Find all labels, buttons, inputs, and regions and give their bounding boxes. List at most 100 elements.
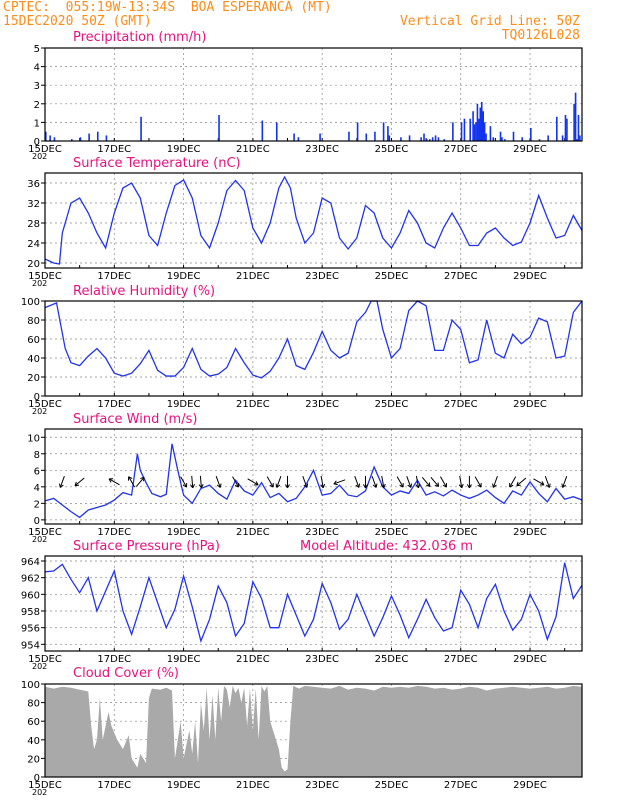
wind-arrow bbox=[247, 478, 259, 486]
precip-bar bbox=[105, 135, 108, 141]
y-tick-label: 960 bbox=[21, 590, 40, 601]
precip-bar bbox=[365, 133, 368, 141]
precip-bar bbox=[564, 114, 567, 141]
precip-bar bbox=[319, 133, 321, 141]
y-tick-label: 6 bbox=[34, 466, 40, 477]
y-tick-label: 0 bbox=[34, 137, 40, 148]
panel-title: Surface Temperature (nC) bbox=[73, 156, 241, 171]
wind-arrow-shaft bbox=[354, 476, 360, 488]
precip-bar bbox=[460, 122, 463, 141]
precip-bar bbox=[374, 131, 376, 141]
year-stub: 202 bbox=[32, 152, 47, 161]
wind-arrow-shaft bbox=[430, 476, 439, 487]
wind-arrow bbox=[215, 476, 222, 488]
wind-arrow-head bbox=[285, 484, 288, 489]
precip-bar bbox=[574, 92, 577, 141]
wind-arrow bbox=[59, 476, 65, 488]
y-tick-label: 10 bbox=[27, 433, 40, 444]
precip-bar bbox=[492, 137, 495, 141]
wind-arrow-shaft bbox=[199, 475, 202, 488]
panel-frame bbox=[44, 300, 583, 397]
y-tick-label: 100 bbox=[21, 297, 40, 308]
x-tick-label: 27DEC bbox=[444, 399, 478, 410]
wind-arrow-head bbox=[442, 484, 447, 488]
wind-arrow-head bbox=[380, 484, 385, 489]
y-tick-label: 0 bbox=[34, 773, 40, 784]
wind-arrow bbox=[533, 478, 545, 486]
wind-arrow-shaft bbox=[191, 475, 194, 488]
wind-arrow-shaft bbox=[320, 475, 324, 488]
wind-arrow-shaft bbox=[266, 476, 274, 488]
wind-arrow-head bbox=[362, 484, 366, 489]
wind-arrow-head bbox=[545, 484, 550, 488]
precip-bar bbox=[566, 118, 568, 141]
wind-arrow-head bbox=[372, 484, 377, 488]
precip-bar bbox=[452, 122, 454, 141]
wind-arrow-head bbox=[415, 484, 419, 489]
x-tick-label: 25DEC bbox=[375, 527, 409, 538]
precip-bar bbox=[96, 131, 99, 141]
wind-arrow-shaft bbox=[474, 476, 482, 488]
wind-arrow bbox=[232, 476, 240, 488]
y-tick-label: 100 bbox=[21, 680, 40, 691]
x-tick-label: 17DEC bbox=[97, 527, 131, 538]
x-tick-label: 27DEC bbox=[444, 271, 478, 282]
y-tick-label: 5 bbox=[34, 44, 40, 55]
wind-arrow-head bbox=[128, 476, 133, 480]
precip-bar bbox=[499, 131, 502, 141]
wind-arrow bbox=[509, 476, 517, 488]
wind-arrow bbox=[561, 476, 568, 488]
wind-arrow-head bbox=[548, 483, 551, 488]
y-tick-label: 964 bbox=[21, 557, 40, 568]
x-tick-label: 15DEC bbox=[28, 780, 62, 791]
wind-arrow bbox=[74, 477, 85, 487]
cloud-cover-area bbox=[45, 685, 582, 777]
wind-arrow bbox=[362, 475, 368, 489]
year-stub: 202 bbox=[32, 279, 47, 288]
x-tick-label: 23DEC bbox=[305, 654, 339, 665]
y-tick-label: 958 bbox=[21, 607, 40, 618]
wind-arrow-shaft bbox=[302, 476, 308, 488]
wind-arrow-shaft bbox=[215, 476, 221, 488]
x-tick-label: 15DEC bbox=[28, 654, 62, 665]
x-tick-label: 29DEC bbox=[513, 527, 547, 538]
x-tick-label: 21DEC bbox=[236, 780, 270, 791]
x-tick-label: 27DEC bbox=[444, 144, 478, 155]
y-tick-label: 20 bbox=[27, 754, 40, 765]
x-tick-label: 19DEC bbox=[167, 144, 201, 155]
wind-arrow bbox=[380, 475, 386, 489]
y-tick-label: 60 bbox=[27, 335, 40, 346]
wind-arrow-head bbox=[333, 483, 338, 486]
panel-6: Cloud Cover (%) 0 20 40 60 80 100 15DEC 17DEC 19D… bbox=[21, 666, 583, 797]
panel-title: Surface Pressure (hPa) bbox=[73, 539, 220, 554]
wind-arrow bbox=[108, 478, 120, 486]
y-tick-label: 4 bbox=[34, 483, 40, 494]
wind-arrow-shaft bbox=[439, 476, 447, 488]
wind-arrow-shaft bbox=[459, 475, 463, 488]
wind-arrow-head bbox=[428, 482, 431, 487]
y-tick-label: 956 bbox=[21, 624, 40, 635]
precip-bar bbox=[348, 131, 350, 141]
wind-arrow-shaft bbox=[562, 476, 568, 488]
precip-bar bbox=[261, 120, 264, 141]
precip-bar bbox=[431, 137, 434, 141]
precip-bar bbox=[400, 137, 402, 141]
wind-arrow bbox=[430, 476, 440, 487]
wind-arrow-head bbox=[322, 483, 326, 488]
wind-arrow-shaft bbox=[421, 476, 431, 487]
wind-arrow-shaft bbox=[333, 479, 346, 485]
wind-arrow bbox=[492, 476, 498, 488]
wind-arrow-head bbox=[320, 484, 324, 489]
wind-arrow-head bbox=[418, 483, 421, 488]
precip-bar bbox=[512, 131, 515, 141]
y-tick-label: 0 bbox=[34, 516, 40, 527]
wind-arrow bbox=[190, 475, 195, 489]
precip-bar bbox=[423, 133, 425, 141]
y-tick-label: 954 bbox=[21, 640, 40, 651]
precip-bar bbox=[463, 118, 466, 141]
wind-arrow-head bbox=[276, 484, 281, 488]
wind-arrow bbox=[266, 476, 274, 488]
wind-arrow-shaft bbox=[247, 478, 259, 486]
wind-arrow bbox=[333, 479, 346, 486]
